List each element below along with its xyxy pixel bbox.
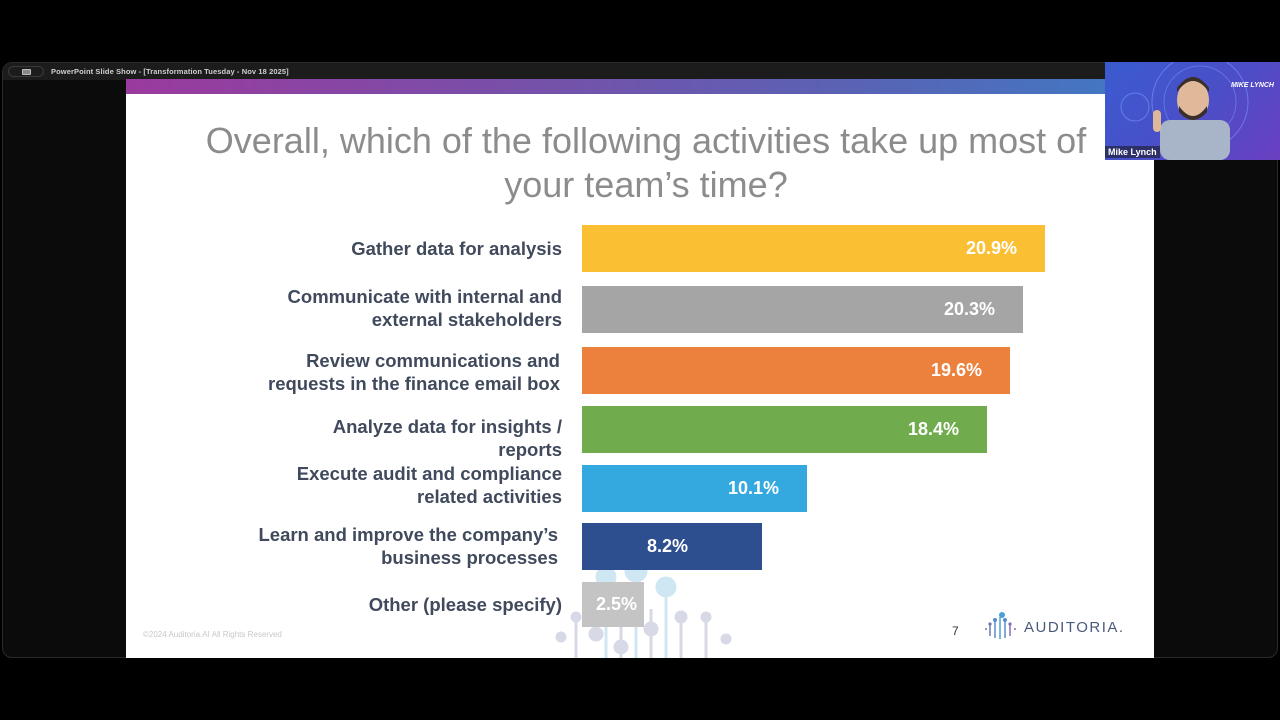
participant-name: Mike Lynch xyxy=(1105,146,1160,158)
participant-video[interactable]: MIKE LYNCH Mike Lynch xyxy=(1105,62,1280,160)
bar-label: Review communications and requests in th… xyxy=(268,350,560,394)
bar-value: 20.9% xyxy=(965,238,1017,258)
bar-execute-audit[interactable]: 10.1% xyxy=(582,465,807,512)
participant-video-feed-icon xyxy=(1120,62,1249,160)
logo-text: AUDITORIA. xyxy=(1024,618,1125,636)
auditoria-logo-icon xyxy=(985,612,1016,639)
window-titlebar: PowerPoint Slide Show - [Transformation … xyxy=(3,63,1277,80)
slide-title-line-2: your team’s time? xyxy=(504,164,788,205)
bar-gather-data[interactable]: 20.9% xyxy=(582,225,1045,272)
bar-learn-improve[interactable]: 8.2% xyxy=(582,523,762,570)
window-control-button[interactable] xyxy=(8,66,44,77)
bar-value: 2.5% xyxy=(595,594,637,614)
bar-label: Other (please specify) xyxy=(368,594,562,615)
bar-value: 18.4% xyxy=(907,419,959,439)
window-title: PowerPoint Slide Show - [Transformation … xyxy=(51,67,289,76)
auditoria-logo: AUDITORIA. xyxy=(984,612,1125,642)
bar-review-communications[interactable]: 19.6% xyxy=(582,347,1010,394)
bar-label: Communicate with internal and external s… xyxy=(287,286,562,330)
slide: Overall, which of the following activiti… xyxy=(126,79,1154,658)
bar-other[interactable]: 2.5% xyxy=(582,582,644,627)
bar-label: Execute audit and compliance related act… xyxy=(296,463,562,507)
copyright-text: ©2024 Auditoria.AI All Rights Reserved xyxy=(143,630,282,639)
bar-chart: Gather data for analysis 20.9% Communica… xyxy=(126,79,1154,658)
bar-label: Gather data for analysis xyxy=(351,238,562,259)
bar-label: Analyze data for insights / reports xyxy=(332,416,562,460)
slide-title-line-1: Overall, which of the following activiti… xyxy=(205,120,1087,161)
window-icon xyxy=(21,68,31,75)
bar-communicate-stakeholders[interactable]: 20.3% xyxy=(582,286,1023,333)
bar-label: Learn and improve the company’s business… xyxy=(258,524,558,568)
slide-header-band xyxy=(126,79,1154,94)
page-number: 7 xyxy=(952,624,959,638)
bar-value: 10.1% xyxy=(727,478,779,498)
video-background-tag: MIKE LYNCH xyxy=(1230,82,1274,89)
slide-title: Overall, which of the following activiti… xyxy=(146,119,1146,207)
bar-value: 8.2% xyxy=(646,536,688,556)
bar-analyze-data[interactable]: 18.4% xyxy=(582,406,987,453)
bar-value: 20.3% xyxy=(943,299,995,319)
bar-value: 19.6% xyxy=(930,360,982,380)
